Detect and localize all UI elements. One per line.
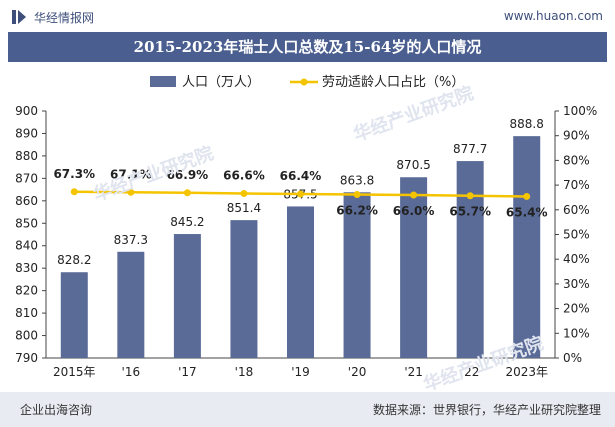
bar-value-label: 888.8 xyxy=(510,117,544,131)
y-right-tick-label: 40% xyxy=(563,252,590,266)
legend-marker-line xyxy=(300,78,308,86)
y-left-tick-label: 900 xyxy=(15,104,38,118)
line-point xyxy=(183,189,191,197)
line-point xyxy=(297,190,304,198)
y-left-tick-label: 850 xyxy=(15,216,38,230)
y-right-tick-label: 80% xyxy=(563,153,590,167)
x-tick-label: 2015年 xyxy=(53,365,96,379)
y-right-tick-label: 70% xyxy=(563,178,590,192)
bar-value-label: 828.2 xyxy=(57,253,91,267)
y-right-tick-label: 100% xyxy=(563,104,597,118)
y-right-tick-label: 30% xyxy=(563,277,590,291)
y-left-tick-label: 810 xyxy=(15,306,38,320)
legend-swatch-bar xyxy=(150,76,176,87)
footer-left-text: 企业出海咨询 xyxy=(20,403,93,417)
bar xyxy=(117,251,145,358)
line-point xyxy=(127,188,135,196)
line-point xyxy=(523,192,531,200)
bar-value-label: 870.5 xyxy=(396,158,430,172)
line-value-label: 67.3% xyxy=(53,167,95,181)
bar xyxy=(400,177,428,358)
y-left-tick-label: 880 xyxy=(15,149,38,163)
line-value-label: 67.1% xyxy=(110,167,152,181)
line-value-label: 66.4% xyxy=(280,169,322,183)
line-value-label: 65.7% xyxy=(449,205,491,219)
bar-value-label: 837.3 xyxy=(114,233,148,247)
y-left-tick-label: 840 xyxy=(15,239,38,253)
y-left-tick-label: 890 xyxy=(15,126,38,140)
legend-label-line: 劳动适龄人口占比（%） xyxy=(322,74,464,90)
x-tick-label: '19 xyxy=(291,365,310,379)
line-point xyxy=(410,191,418,199)
y-right-tick-label: 90% xyxy=(563,129,590,143)
y-left-tick-label: 800 xyxy=(15,329,38,343)
line-value-label: 66.6% xyxy=(223,168,265,182)
x-tick-label: '20 xyxy=(348,365,367,379)
y-right-tick-label: 10% xyxy=(563,326,590,340)
bar xyxy=(287,206,314,358)
legend-label-bar: 人口（万人） xyxy=(182,75,260,90)
y-right-tick-label: 20% xyxy=(563,302,590,316)
line-point xyxy=(353,190,361,198)
y-left-tick-label: 820 xyxy=(15,284,38,298)
line-value-label: 66.9% xyxy=(167,168,209,182)
bar xyxy=(513,136,541,358)
line-value-label: 66.0% xyxy=(393,204,435,218)
bar xyxy=(230,220,258,358)
x-tick-label: 2023年 xyxy=(505,365,548,379)
bar-value-label: 851.4 xyxy=(227,201,261,215)
x-tick-label: '21 xyxy=(404,365,423,379)
line-point xyxy=(240,189,248,197)
y-right-tick-label: 50% xyxy=(563,228,590,242)
logo-icon xyxy=(12,10,26,24)
bar xyxy=(456,161,484,358)
site-url[interactable]: www.huaon.com xyxy=(503,9,603,23)
y-left-tick-label: 830 xyxy=(15,261,38,275)
footer: 企业出海咨询 数据来源：世界银行，华经产业研究院整理 xyxy=(0,392,615,427)
x-tick-label: '16 xyxy=(122,365,141,379)
y-left-tick-label: 860 xyxy=(15,194,38,208)
brand-name: 华经情报网 xyxy=(34,11,95,25)
bar-value-label: 845.2 xyxy=(170,215,204,229)
x-tick-label: '22 xyxy=(461,365,480,379)
y-right-tick-label: 0% xyxy=(563,351,582,365)
y-left-tick-label: 870 xyxy=(15,171,38,185)
x-tick-label: '17 xyxy=(178,365,197,379)
line-value-label: 65.4% xyxy=(506,205,548,219)
line-point xyxy=(70,188,78,196)
title-band: 2015-2023年瑞士人口总数及15-64岁的人口情况 xyxy=(8,32,607,62)
bar xyxy=(343,192,371,358)
bar-value-label: 863.8 xyxy=(340,173,374,187)
x-tick-label: '18 xyxy=(235,365,254,379)
line-point xyxy=(466,192,474,200)
line-value-label: 66.2% xyxy=(336,203,378,217)
top-bar: 华经情报网 www.huaon.com xyxy=(0,0,615,32)
chart-title: 2015-2023年瑞士人口总数及15-64岁的人口情况 xyxy=(133,38,482,56)
y-right-tick-label: 60% xyxy=(563,203,590,217)
bar xyxy=(60,272,88,358)
data-source-text: 数据来源：世界银行，华经产业研究院整理 xyxy=(372,403,601,417)
bar-value-label: 877.7 xyxy=(453,142,487,156)
y-left-tick-label: 790 xyxy=(15,351,38,365)
chart-area: 790 800 810 820 830 840 850 860 870 880 890 900 0% 10… xyxy=(15,74,597,379)
bar xyxy=(173,234,201,358)
